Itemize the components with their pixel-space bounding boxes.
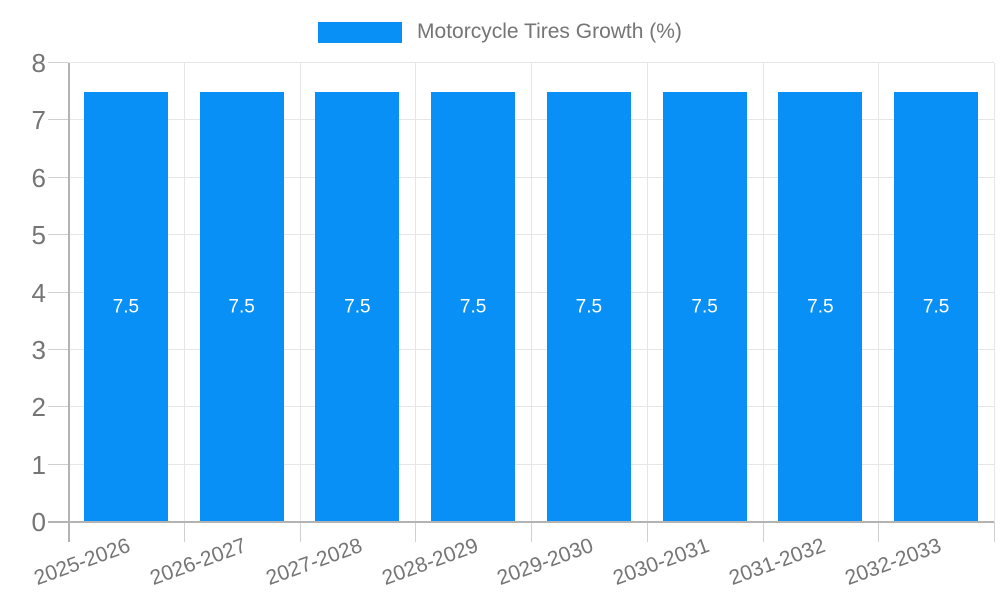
bar-value-label: 7.5	[228, 296, 255, 318]
gridline-vertical	[299, 63, 301, 522]
x-axis-tick	[183, 522, 185, 542]
bar[interactable]: 7.5	[546, 91, 631, 522]
y-axis-line	[68, 63, 70, 542]
bar[interactable]: 7.5	[662, 91, 747, 522]
chart-legend: Motorcycle Tires Growth (%)	[0, 21, 1000, 43]
y-axis-tick	[48, 463, 68, 465]
x-axis-tick	[415, 522, 417, 542]
x-axis-label: 2026-2027	[147, 534, 250, 590]
bar[interactable]: 7.5	[778, 91, 863, 522]
gridline-vertical	[994, 63, 995, 522]
bar[interactable]: 7.5	[431, 91, 516, 522]
bar[interactable]: 7.5	[894, 91, 979, 522]
y-axis-tick	[48, 62, 68, 63]
x-axis-tick	[762, 522, 764, 542]
x-axis-label: 2030-2031	[610, 534, 713, 590]
bar-value-label: 7.5	[691, 296, 718, 318]
y-axis-tick	[48, 176, 68, 178]
x-axis-tick	[994, 522, 995, 542]
bar-value-label: 7.5	[807, 296, 834, 318]
x-axis-label: 2032-2033	[841, 534, 944, 590]
x-axis-label: 2029-2030	[494, 534, 597, 590]
bar[interactable]: 7.5	[83, 91, 168, 522]
x-axis-tick	[878, 522, 880, 542]
y-axis-tick	[48, 406, 68, 408]
y-axis-label: 0	[31, 507, 46, 537]
y-axis-tick	[48, 291, 68, 293]
x-axis-label: 2025-2026	[31, 534, 134, 590]
bar[interactable]: 7.5	[199, 91, 284, 522]
y-axis-label: 1	[31, 449, 46, 480]
x-axis-label: 2031-2032	[725, 534, 829, 590]
y-axis-label: 7	[31, 105, 46, 136]
bar-value-label: 7.5	[459, 296, 487, 318]
gridline-horizontal	[68, 62, 994, 63]
gridline-vertical	[183, 63, 185, 522]
x-axis-tick	[531, 522, 532, 542]
gridline-vertical	[762, 63, 764, 522]
bar[interactable]: 7.5	[315, 91, 400, 522]
bar-value-label: 7.5	[112, 296, 140, 318]
y-axis-tick	[48, 234, 68, 236]
bar-value-label: 7.5	[922, 296, 950, 318]
x-axis-label: 2027-2028	[262, 534, 366, 590]
x-axis-tick	[646, 522, 648, 542]
bar-value-label: 7.5	[344, 296, 371, 318]
gridline-vertical	[878, 63, 880, 522]
y-axis-tick	[48, 119, 68, 121]
legend-swatch	[318, 21, 403, 43]
legend-label: Motorcycle Tires Growth (%)	[417, 20, 682, 43]
y-axis-label: 3	[31, 334, 46, 365]
x-axis-tick	[299, 522, 301, 542]
y-axis-label: 6	[31, 162, 46, 193]
y-axis-label: 2	[31, 392, 46, 423]
gridline-vertical	[415, 63, 417, 522]
x-axis-line	[48, 521, 994, 523]
plot-area: 0 1 2 3 4 5 6 7 8 7.5 7.5 7.5 7.5 7.5 7.5 7.5 7.5 2025-20…	[31, 50, 995, 590]
y-axis-label: 8	[31, 48, 46, 78]
y-axis-tick	[48, 348, 68, 350]
bar-value-label: 7.5	[575, 296, 603, 318]
y-axis-label: 4	[31, 277, 46, 308]
gridline-vertical	[531, 63, 532, 522]
gridline-vertical	[646, 63, 648, 522]
y-axis-label: 5	[31, 220, 46, 251]
x-axis-label: 2028-2029	[378, 534, 481, 590]
